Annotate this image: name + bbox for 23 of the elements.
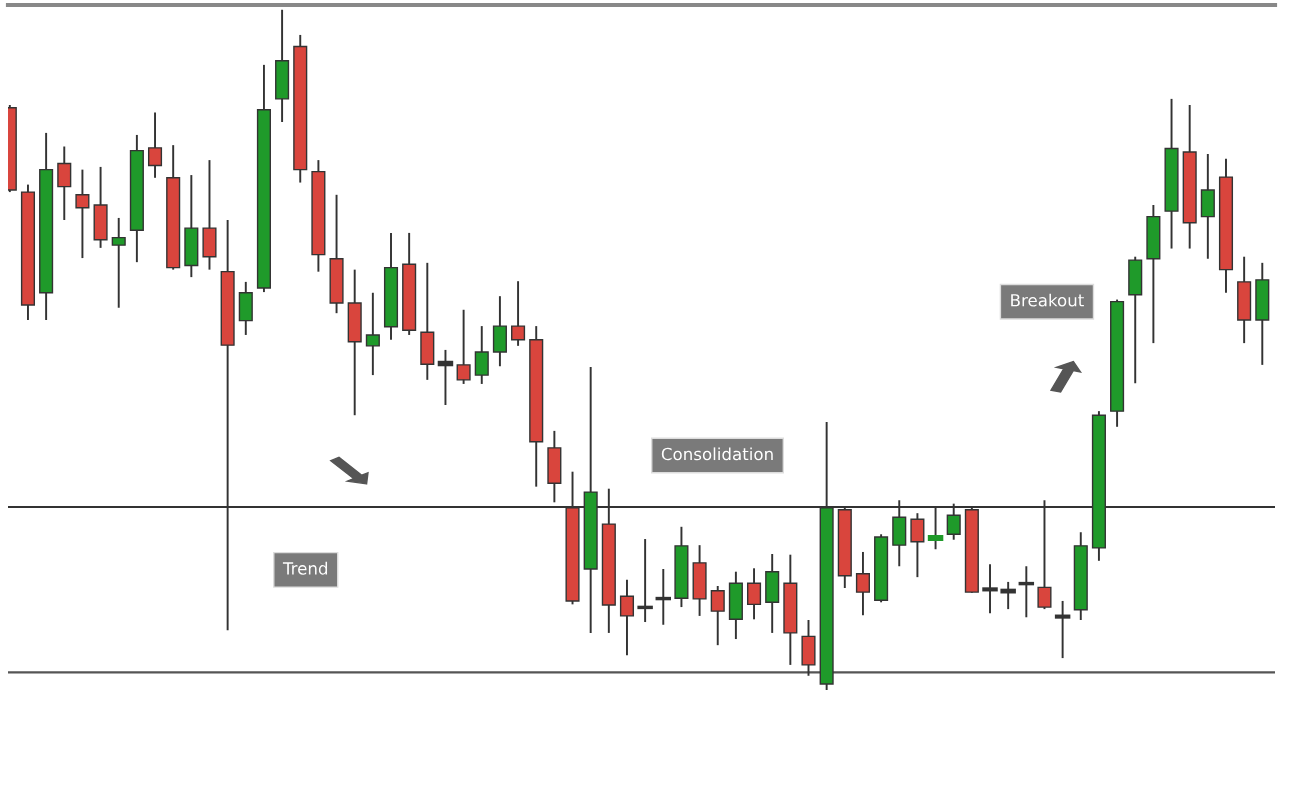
candlestick: [710, 585, 725, 647]
candlestick: [1018, 565, 1035, 619]
candlestick: [910, 512, 925, 579]
candlestick: [456, 308, 471, 385]
candlestick: [437, 348, 454, 406]
candlestick: [637, 538, 653, 624]
candlestick: [746, 567, 762, 621]
candlestick: [511, 280, 526, 347]
annotation: Breakout: [1011, 293, 1084, 307]
candlestick: [147, 111, 163, 179]
annotation: Consolidation: [661, 447, 773, 461]
candlestick: [982, 563, 998, 615]
candlestick: [1054, 599, 1071, 660]
candlestick: [111, 216, 126, 309]
candlestick: [655, 568, 672, 626]
candlestick: [365, 291, 380, 377]
candlestick: [474, 325, 489, 385]
candlestick: [855, 550, 871, 617]
candlestick: [57, 145, 72, 221]
candlestick: [619, 578, 635, 657]
candlestick: [75, 168, 90, 260]
annotation: Trend: [282, 561, 328, 575]
candlestick: [1000, 580, 1016, 611]
